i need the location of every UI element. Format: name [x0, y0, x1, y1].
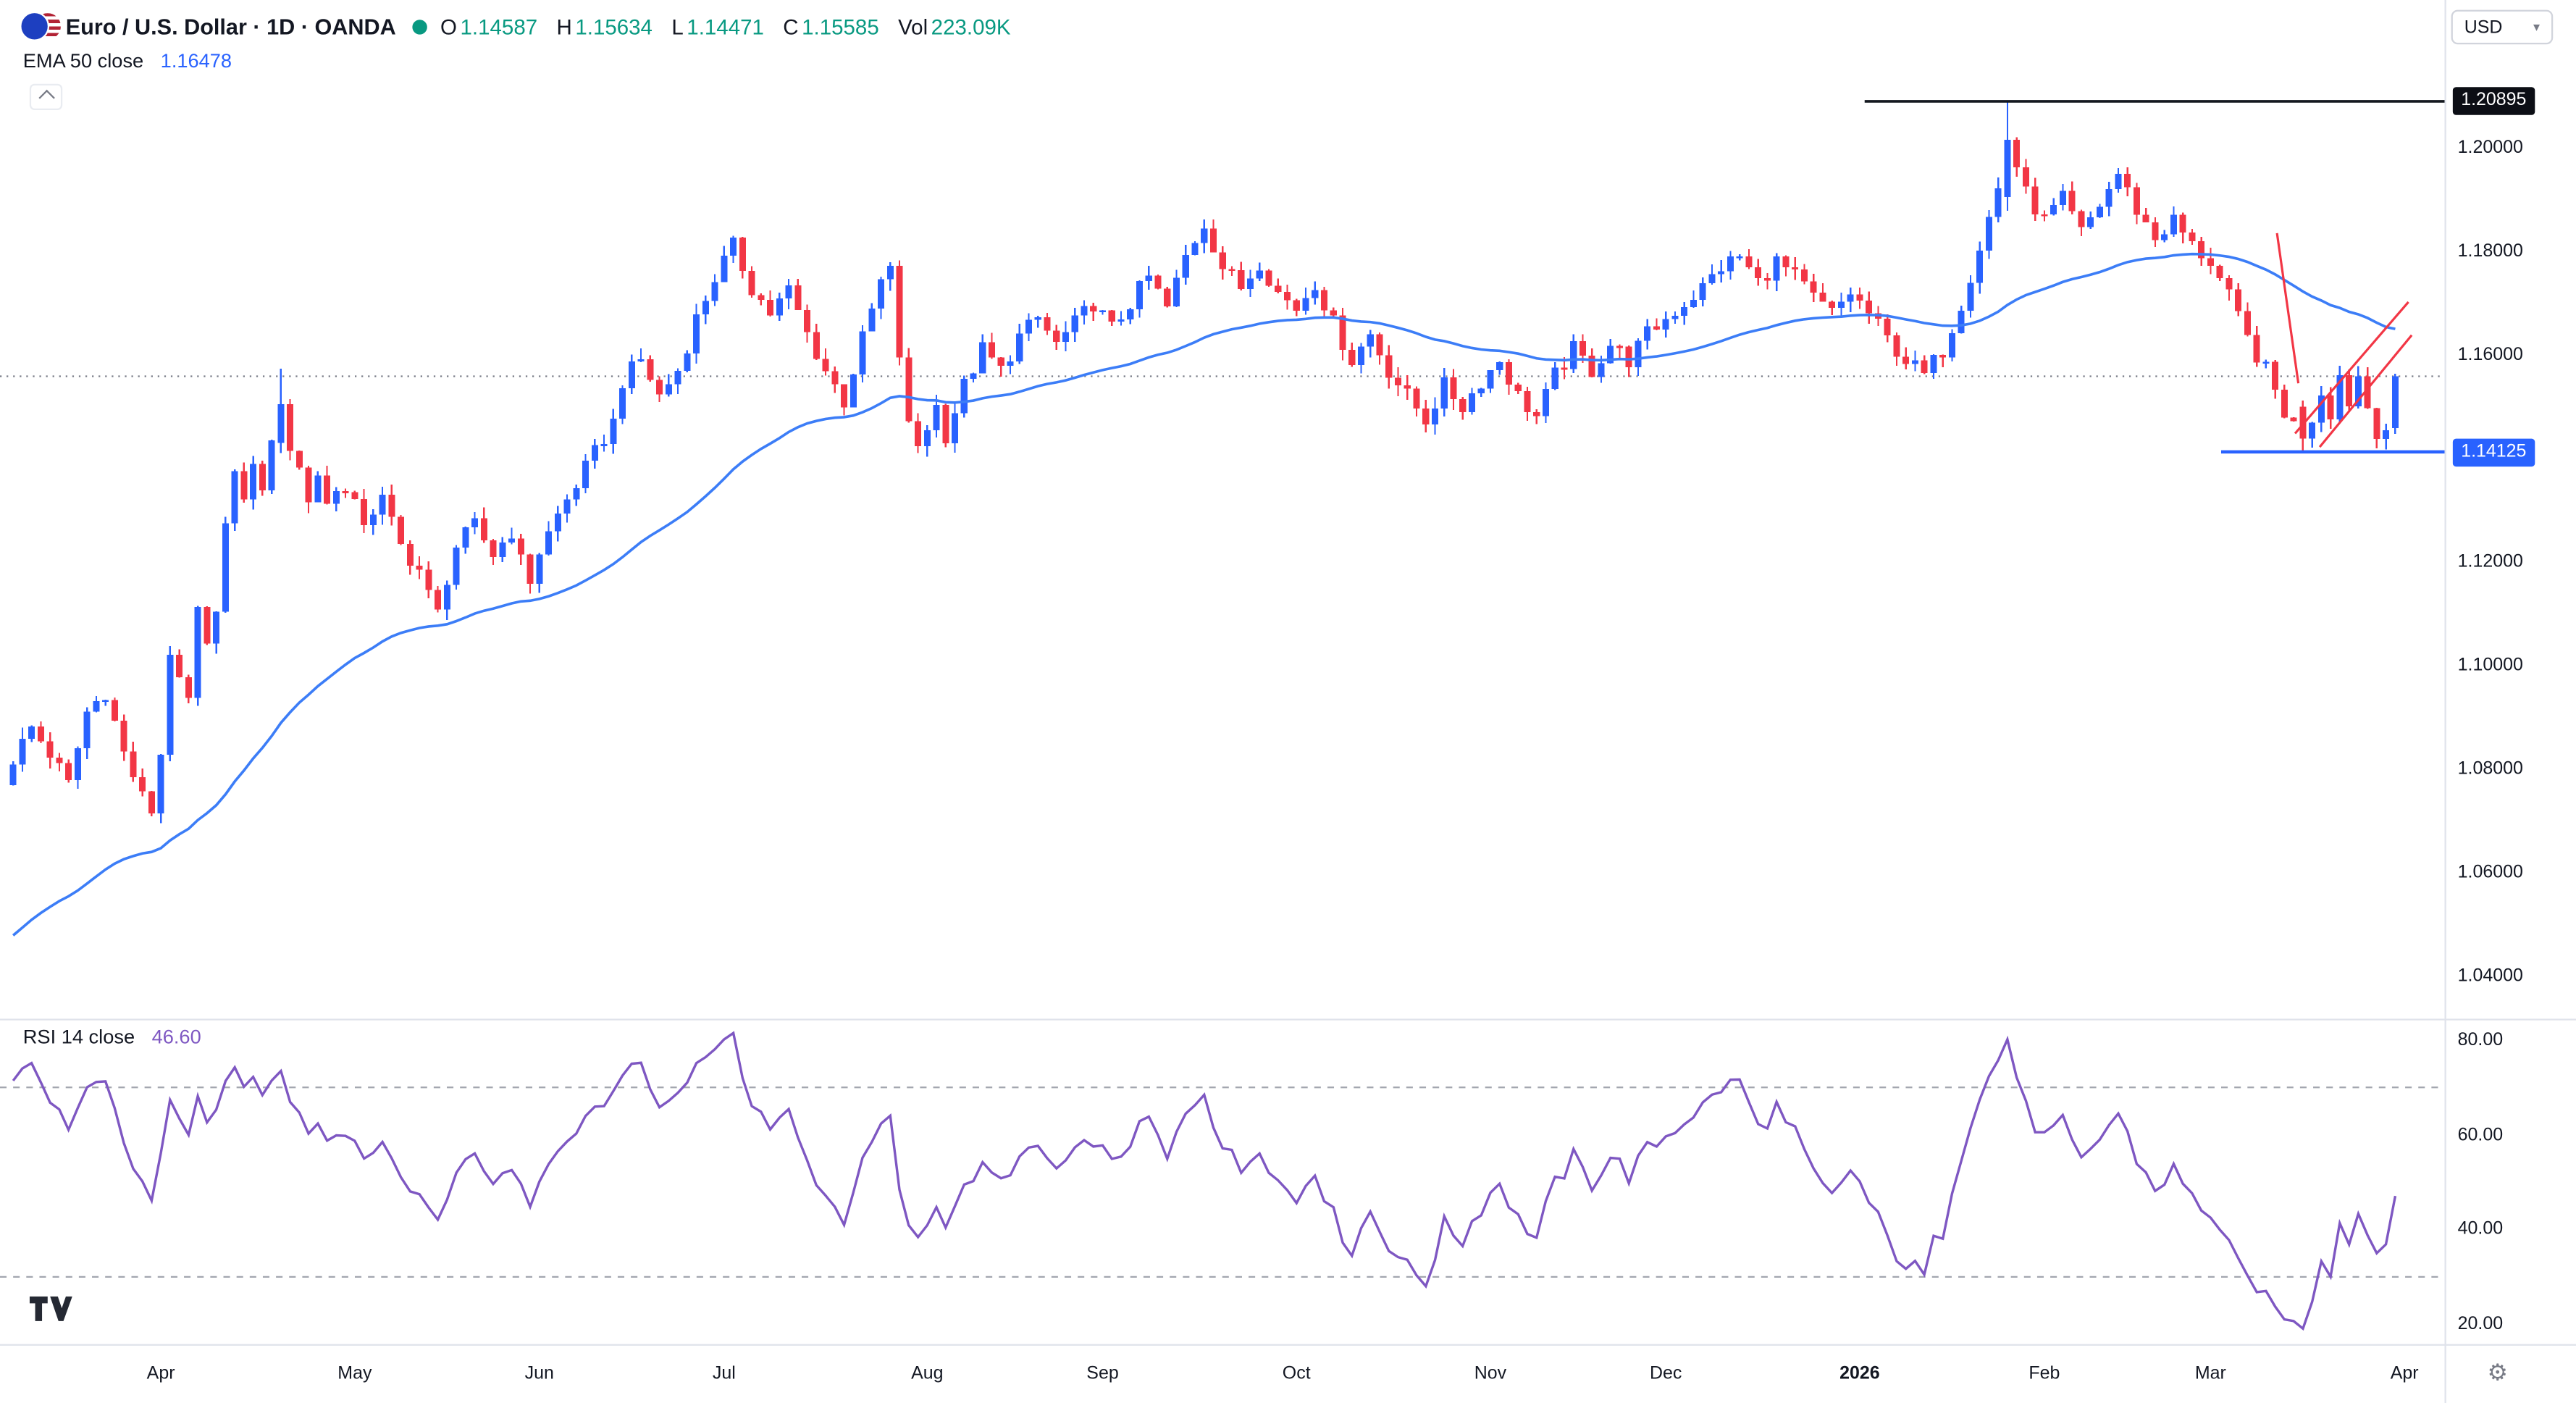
time-axis[interactable]: Apr May Jun Jul Aug Sep Oct Nov Dec 2026 Feb Mar Apr — [0, 1345, 2445, 1403]
axis-tick-label: 1.16000 — [2457, 345, 2523, 365]
time-axis-label: Nov — [1474, 1363, 1507, 1384]
chart-legend-header: Euro / U.S. Dollar · 1D · OANDA O 1.14587… — [20, 11, 1011, 41]
trend-line — [2318, 334, 2413, 448]
time-axis-label: Apr — [2390, 1363, 2419, 1384]
axis-tick-label: 40.00 — [2457, 1219, 2504, 1240]
time-axis-label: Aug — [911, 1363, 944, 1384]
eur-flag-icon — [20, 11, 50, 41]
time-axis-label: Oct — [1282, 1363, 1311, 1384]
ema-legend: EMA 50 close 1.16478 — [23, 49, 232, 72]
ohlc-values: O 1.14587 H 1.15634 L 1.14471 C 1.15585 Vol 2… — [427, 14, 1011, 38]
price-level-badge: 1.20895 — [2452, 87, 2535, 116]
volume-value: 223.09K — [931, 14, 1011, 39]
rsi-label: RSI 14 close — [22, 1025, 135, 1049]
price-level-badge: 1.14125 — [2452, 437, 2535, 466]
trend-line — [2294, 301, 2409, 435]
ema-value: 1.16478 — [160, 49, 232, 72]
time-axis-label: Sep — [1086, 1363, 1119, 1384]
symbol-icon — [20, 11, 63, 41]
rsi-line — [12, 1031, 2397, 1331]
axis-tick-label: 1.20000 — [2457, 138, 2523, 158]
time-axis-label: 2026 — [1839, 1363, 1880, 1384]
time-axis-label: Mar — [2194, 1363, 2226, 1384]
axis-tick-label: 1.06000 — [2457, 863, 2523, 883]
rsi-value: 46.60 — [151, 1025, 201, 1049]
panel-separator[interactable] — [0, 1018, 2576, 1021]
axis-tick-label: 80.00 — [2457, 1030, 2504, 1050]
time-axis-label: Jun — [524, 1363, 554, 1384]
tradingview-logo[interactable] — [29, 1296, 72, 1323]
price-axis[interactable]: 1.20000 1.18000 1.16000 1.12000 1.10000 1.080… — [2444, 0, 2576, 1403]
low-label: L — [671, 14, 684, 39]
chart-canvas[interactable] — [0, 0, 2445, 1403]
axis-tick-label: 1.04000 — [2457, 966, 2523, 987]
ema-line — [12, 252, 2396, 937]
chevron-up-icon — [38, 89, 54, 106]
market-status-icon — [412, 19, 427, 34]
currency-toggle-button[interactable]: USD ▾ — [2451, 9, 2554, 45]
axis-tick-label: 20.00 — [2457, 1314, 2504, 1334]
symbol-title[interactable]: Euro / U.S. Dollar · 1D · OANDA — [65, 14, 396, 39]
candles — [9, 101, 2399, 824]
axis-tick-label: 1.08000 — [2457, 759, 2523, 779]
volume-label: Vol — [898, 14, 928, 39]
rsi-legend: RSI 14 close 46.60 — [23, 1026, 201, 1049]
open-label: O — [440, 14, 457, 39]
time-axis-label: Jul — [712, 1363, 736, 1384]
time-axis-label: Dec — [1649, 1363, 1682, 1384]
high-value: 1.15634 — [575, 14, 653, 39]
close-label: C — [783, 14, 799, 39]
axis-tick-label: 1.18000 — [2457, 241, 2523, 261]
trend-line — [2275, 233, 2300, 384]
ema-label: EMA 50 close — [22, 49, 144, 72]
low-value: 1.14471 — [687, 14, 764, 39]
time-axis-settings-gear-icon[interactable]: ⚙ — [2487, 1360, 2508, 1387]
axis-tick-label: 1.12000 — [2457, 552, 2523, 572]
currency-label: USD — [2464, 17, 2503, 38]
open-value: 1.14587 — [460, 14, 538, 39]
time-axis-separator — [0, 1344, 2576, 1346]
close-value: 1.15585 — [802, 14, 879, 39]
time-axis-label: May — [337, 1363, 372, 1384]
high-label: H — [556, 14, 572, 39]
time-axis-label: Apr — [146, 1363, 175, 1384]
collapse-pane-button[interactable] — [29, 83, 63, 110]
chevron-down-icon: ▾ — [2533, 20, 2541, 35]
axis-tick-label: 1.10000 — [2457, 656, 2523, 676]
time-axis-label: Feb — [2029, 1363, 2060, 1384]
axis-tick-label: 60.00 — [2457, 1125, 2504, 1145]
